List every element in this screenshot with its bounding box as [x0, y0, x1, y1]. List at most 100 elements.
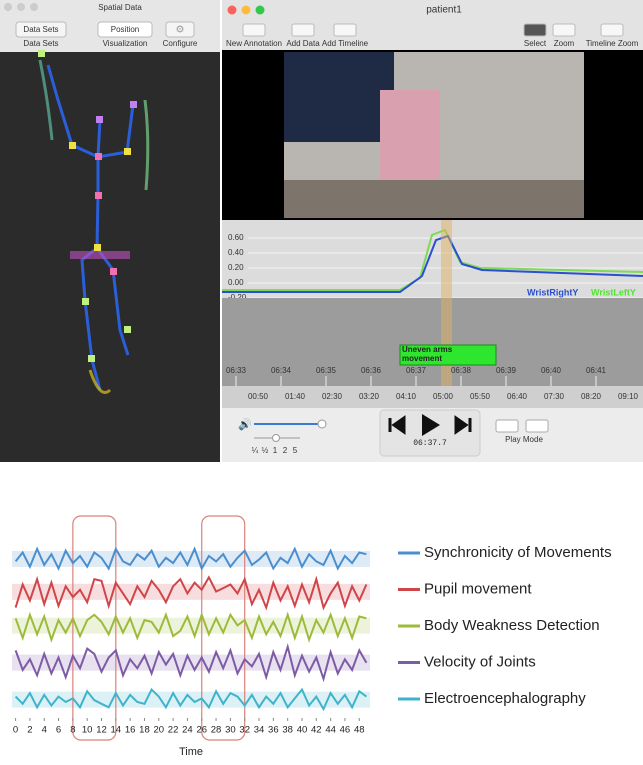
toolbar-button[interactable]: [553, 24, 575, 36]
joint: [95, 192, 102, 199]
play-mode-label: Play Mode: [505, 435, 543, 444]
speed-label: 2: [283, 446, 288, 455]
elapsed-label: 01:40: [285, 392, 306, 401]
x-tick-label: 30: [225, 725, 236, 736]
toolbar-button[interactable]: [243, 24, 265, 36]
elapsed-label: 08:20: [581, 392, 602, 401]
spatial-panel: [0, 0, 220, 462]
toolbar-label: Select: [524, 39, 547, 48]
annotation-holder: Uneven arms movement: [402, 345, 494, 367]
toolbar-label: Timeline Zoom: [586, 39, 639, 48]
x-tick-label: 44: [325, 725, 336, 736]
x-tick-label: 48: [354, 725, 365, 736]
elapsed-label: 09:10: [618, 392, 639, 401]
window-button[interactable]: [30, 3, 38, 11]
x-tick-label: 40: [297, 725, 308, 736]
toolbar-label: Add Data: [286, 39, 320, 48]
timecode: 06:37.7: [413, 439, 447, 448]
joint: [82, 298, 89, 305]
loop-button[interactable]: [496, 420, 518, 432]
x-tick-label: 24: [182, 725, 193, 736]
legend-label: Synchronicity of Movements: [424, 544, 612, 561]
tab-text: Position: [111, 25, 139, 34]
elapsed-label: 06:40: [507, 392, 528, 401]
legend-label: Body Weakness Detection: [424, 617, 600, 634]
toolbar-label: Zoom: [554, 39, 575, 48]
time-label: 06:36: [361, 366, 382, 375]
window-button[interactable]: [17, 3, 25, 11]
volume-knob[interactable]: [318, 420, 326, 428]
toolbar-label: New Annotation: [226, 39, 282, 48]
zoom-button[interactable]: [256, 6, 265, 15]
joint: [69, 142, 76, 149]
joint: [95, 153, 102, 160]
video-wall: [284, 52, 394, 142]
window-button[interactable]: [4, 3, 12, 11]
x-tick-label: 28: [211, 725, 222, 736]
x-tick-label: 2: [27, 725, 32, 736]
x-tick-label: 32: [239, 725, 250, 736]
toolbar-button[interactable]: [601, 24, 623, 36]
time-label: 06:35: [316, 366, 337, 375]
speed-knob[interactable]: [273, 435, 280, 442]
tab-label: Configure: [163, 39, 198, 48]
tab-label: Visualization: [103, 39, 148, 48]
tab-text: Data Sets: [23, 25, 58, 34]
elapsed-label: 02:30: [322, 392, 343, 401]
toolbar-button[interactable]: [292, 24, 314, 36]
elapsed-label: 00:50: [248, 392, 269, 401]
volume-icon[interactable]: 🔊: [238, 417, 252, 431]
legend-label: Velocity of Joints: [424, 653, 536, 670]
time-label: 06:34: [271, 366, 292, 375]
transport-controls: [380, 410, 480, 456]
video-floor: [284, 180, 584, 218]
x-tick-label: 46: [340, 725, 351, 736]
minimize-button[interactable]: [242, 6, 251, 15]
window-title: patient1: [426, 5, 462, 16]
gear-icon: ⚙: [176, 25, 185, 36]
toolbar-label: Add Timeline: [322, 39, 369, 48]
x-tick-label: 26: [196, 725, 207, 736]
time-label: 06:33: [226, 366, 247, 375]
play-mode-button[interactable]: [526, 420, 548, 432]
figure: Spatial Data Data Sets Position ⚙ Data S…: [0, 0, 643, 760]
x-tick-label: 12: [96, 725, 107, 736]
plot-tick-label: 0.60: [228, 233, 244, 242]
toolbar-button[interactable]: [524, 24, 546, 36]
speed-label: 1: [273, 446, 278, 455]
x-tick-label: 16: [125, 725, 136, 736]
elapsed-label: 03:20: [359, 392, 380, 401]
joint: [130, 101, 137, 108]
x-tick-label: 18: [139, 725, 150, 736]
speed-label: 5: [293, 446, 298, 455]
joint: [96, 116, 103, 123]
legend-label: Pupil movement: [424, 580, 532, 597]
toolbar-button[interactable]: [334, 24, 356, 36]
line-chart: Synchronicity of Movements Pupil movement…: [12, 516, 612, 758]
legend-label: Electroencephalography: [424, 690, 586, 707]
x-tick-label: 42: [311, 725, 322, 736]
joint: [124, 148, 131, 155]
plot-legend: WristRightY: [527, 287, 578, 297]
x-tick-label: 0: [13, 725, 18, 736]
joint: [94, 244, 101, 251]
page: Spatial Data Data Sets Position ⚙ Data S…: [0, 0, 643, 760]
tab-label: Data Sets: [23, 39, 58, 48]
x-tick-label: 8: [70, 725, 75, 736]
plot-tick-label: 0.40: [228, 248, 244, 257]
speed-label: ¼: [252, 446, 259, 455]
speed-label: ½: [262, 446, 269, 455]
x-tick-label: 4: [42, 725, 47, 736]
signal-plot: [222, 220, 643, 298]
x-tick-label: 38: [282, 725, 293, 736]
time-label: 06:38: [451, 366, 472, 375]
x-tick-label: 6: [56, 725, 61, 736]
x-axis-label: Time: [179, 746, 203, 758]
close-button[interactable]: [228, 6, 237, 15]
joint: [88, 355, 95, 362]
x-tick-label: 10: [82, 725, 93, 736]
joint: [38, 50, 45, 57]
video-person: [380, 90, 440, 180]
panel-title: Spatial Data: [98, 3, 142, 12]
time-label: 06:40: [541, 366, 562, 375]
